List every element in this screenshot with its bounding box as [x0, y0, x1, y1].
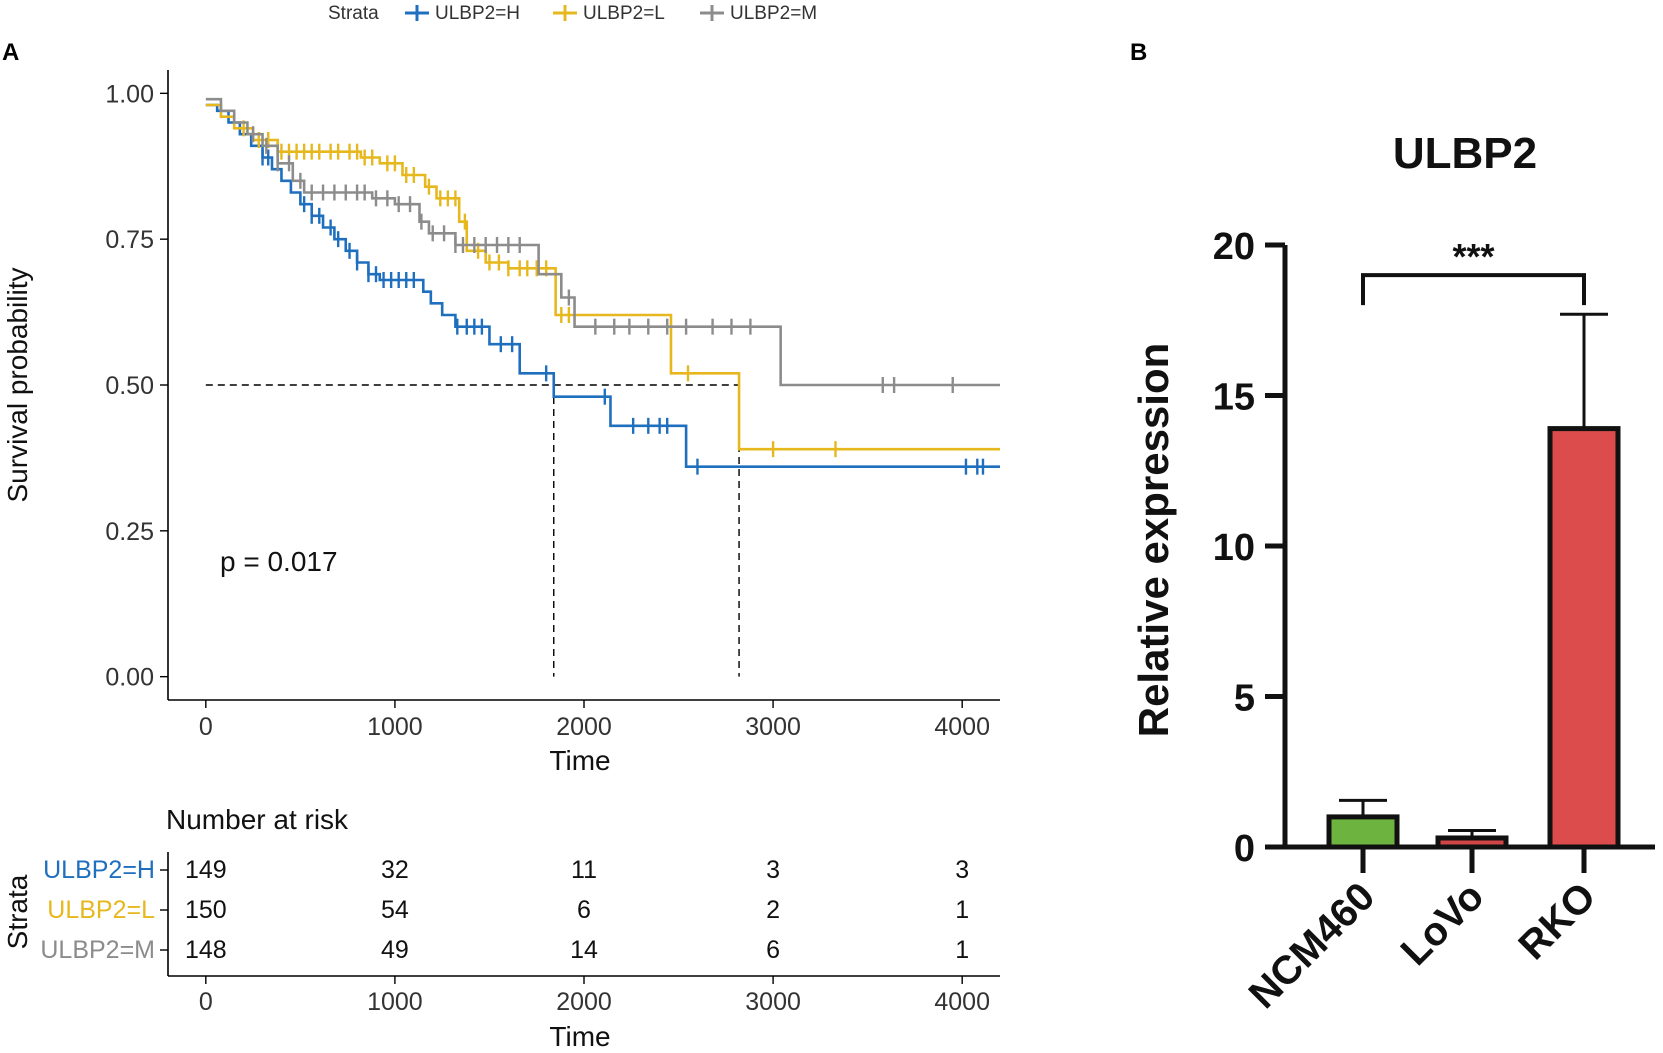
legend: Strata ULBP2=H ULBP2=L ULBP2=M: [328, 3, 817, 24]
risk-row-label: ULBP2=L: [47, 896, 155, 924]
series-ulbp2-m: [205, 97, 1000, 393]
bar-y-tick-label: 10: [1213, 527, 1255, 569]
risk-count: 1: [955, 896, 969, 924]
risk-count: 3: [766, 856, 780, 884]
km-x-tick-label: 3000: [745, 713, 801, 741]
legend-item-ulbp2-m: ULBP2=M: [700, 3, 817, 24]
legend-item-ulbp2-l: ULBP2=L: [553, 3, 665, 24]
km-y-tick-label: 0.00: [105, 664, 154, 692]
risk-row: ULBP2=L 150 54 6 2 1: [47, 896, 969, 924]
survival-curve: [205, 103, 1000, 468]
bar-rko: [1547, 312, 1621, 873]
risk-count: 11: [571, 856, 597, 884]
panel-b-label: B: [1130, 39, 1147, 66]
km-x-tick-label: 4000: [934, 713, 990, 741]
risk-count: 54: [381, 896, 409, 924]
risk-row: ULBP2=M 148 49 14 6 1: [40, 936, 969, 964]
risk-count: 1: [955, 936, 969, 964]
risk-count: 2: [766, 896, 780, 924]
bar-chart-title: ULBP2: [1393, 129, 1537, 178]
bar-category-label: NCM460: [1241, 874, 1384, 1017]
bar-rect: [1547, 426, 1621, 850]
risk-row: ULBP2=H 149 32 11 3 3: [43, 856, 969, 884]
bar-y-axis-title: Relative expression: [1130, 343, 1177, 738]
survival-curve: [205, 97, 1000, 387]
risk-x-tick-label: 2000: [556, 988, 612, 1016]
km-y-tick-label: 0.75: [105, 226, 154, 254]
km-x-tick-label: 0: [199, 713, 213, 741]
legend-title: Strata: [328, 3, 379, 24]
bar-lovo: [1435, 828, 1509, 873]
risk-x-axis-title: Time: [549, 1021, 610, 1052]
risk-x-tick-label: 0: [199, 988, 213, 1016]
risk-count: 3: [955, 856, 969, 884]
risk-count: 32: [381, 856, 409, 884]
legend-label: ULBP2=H: [435, 3, 520, 24]
bar-category-label: RKO: [1510, 874, 1604, 968]
legend-item-ulbp2-h: ULBP2=H: [405, 3, 520, 24]
bar-y-tick-label: 0: [1234, 828, 1255, 870]
significance-bracket: [1361, 273, 1586, 306]
risk-table-title: Number at risk: [166, 804, 349, 835]
risk-count: 49: [381, 936, 409, 964]
bar-chart: ULBP2 Relative expression 0 5 10 15 20 *** N…: [1130, 129, 1655, 1017]
risk-count: 150: [185, 896, 227, 924]
km-x-tick-label: 1000: [367, 713, 423, 741]
km-x-axis-title: Time: [549, 745, 610, 776]
bar-y-tick-label: 5: [1234, 678, 1255, 720]
risk-x-tick-label: 1000: [367, 988, 423, 1016]
risk-row-label: ULBP2=H: [43, 856, 155, 884]
legend-label: ULBP2=M: [730, 3, 817, 24]
bar-rect: [1435, 835, 1509, 850]
km-x-tick-label: 2000: [556, 713, 612, 741]
risk-count: 149: [185, 856, 227, 884]
significance-label: ***: [1452, 236, 1494, 277]
km-y-axis-title: Survival probability: [2, 268, 33, 503]
risk-count: 6: [577, 896, 591, 924]
series-ulbp2-h: [205, 103, 1000, 475]
km-pvalue: p = 0.017: [220, 546, 338, 577]
bar-rect: [1326, 814, 1400, 850]
km-y-tick-label: 0.50: [105, 372, 154, 400]
km-plot: 0.00 0.25 0.50 0.75 1.00 0 1000 2000 3000 4000 T…: [2, 70, 1000, 776]
panel-a-label: A: [2, 39, 19, 66]
risk-count: 6: [766, 936, 780, 964]
km-y-tick-label: 0.25: [105, 518, 154, 546]
km-y-tick-label: 1.00: [105, 80, 154, 108]
bar-y-tick-label: 15: [1213, 377, 1255, 419]
risk-row-label: ULBP2=M: [40, 936, 155, 964]
bar-ncm460: [1326, 798, 1400, 873]
risk-count: 148: [185, 936, 227, 964]
legend-label: ULBP2=L: [583, 3, 665, 24]
bar-y-tick-label: 20: [1213, 226, 1255, 268]
series-ulbp2-l: [205, 103, 1000, 458]
bar-category-label: LoVo: [1393, 874, 1493, 974]
risk-x-tick-label: 4000: [934, 988, 990, 1016]
risk-y-axis-title: Strata: [2, 874, 33, 949]
risk-count: 14: [570, 936, 598, 964]
risk-x-tick-label: 3000: [745, 988, 801, 1016]
